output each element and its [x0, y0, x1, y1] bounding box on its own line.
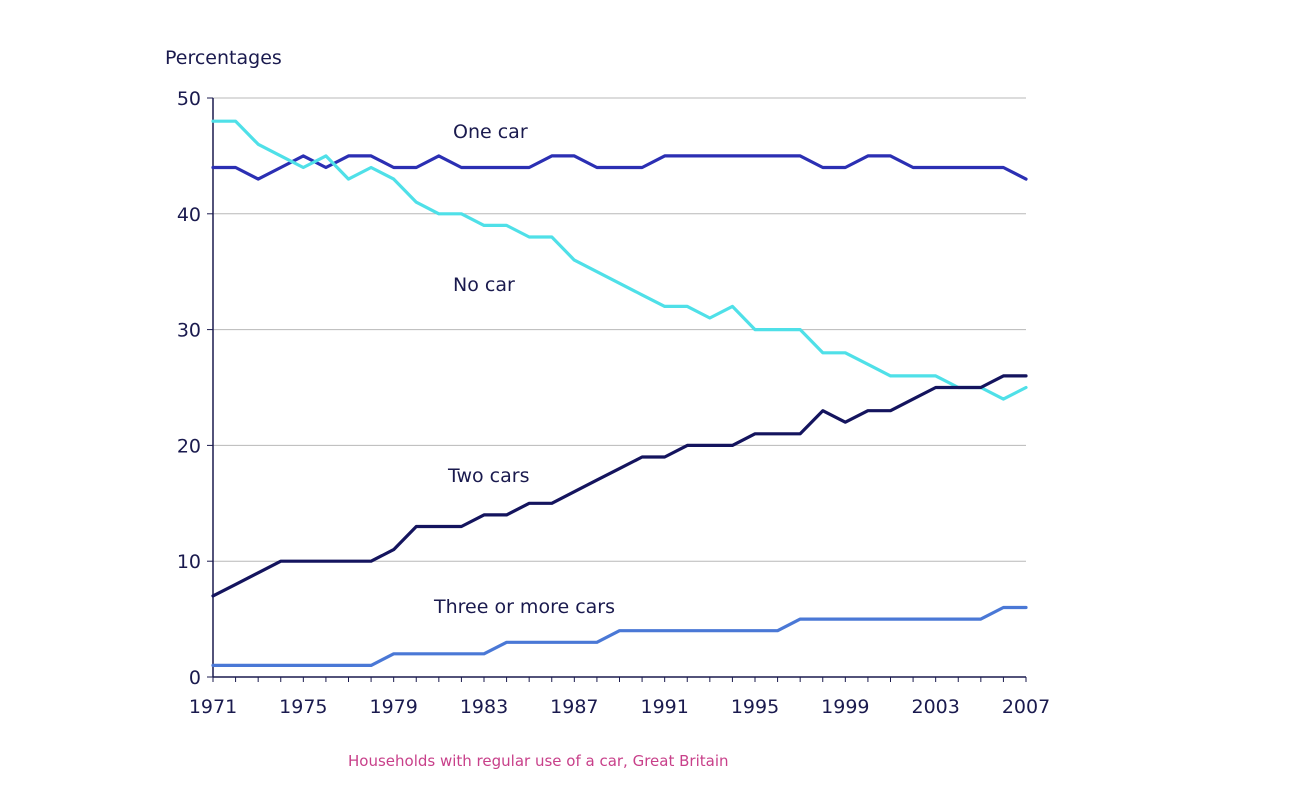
series-line-no-car [211, 119, 1028, 401]
y-tick-label: 10 [177, 551, 201, 573]
series-label-no-car: No car [453, 274, 515, 296]
x-tick-label: 1999 [821, 696, 869, 718]
x-tick-label: 1983 [460, 696, 508, 718]
x-tick-label: 1979 [369, 696, 417, 718]
y-tick-label: 30 [177, 320, 201, 342]
x-tick-label: 1995 [731, 696, 779, 718]
series-label-one-car: One car [453, 121, 528, 143]
axes [212, 98, 1026, 678]
x-axis-ticks: 1971 1975 1979 1983 1987 1991 1995 1999 2003 2007 [189, 677, 1050, 718]
chart-caption: Households with regular use of a car, Gr… [348, 752, 729, 770]
series-line-three-or-more-cars [211, 605, 1028, 668]
series-label-three-or-more-cars: Three or more cars [433, 596, 615, 618]
series-line-one-car [211, 154, 1028, 181]
x-tick-label: 1971 [189, 696, 237, 718]
x-tick-label: 2003 [911, 696, 959, 718]
series-line-two-cars [211, 374, 1028, 598]
x-tick-label: 1991 [640, 696, 688, 718]
grid-lines [213, 97, 1026, 562]
y-axis-ticks: 0 10 20 30 40 50 [177, 88, 213, 689]
y-tick-label: 20 [177, 435, 201, 457]
y-tick-label: 40 [177, 204, 201, 226]
y-axis-title: Percentages [165, 47, 282, 69]
series-lines [211, 119, 1028, 668]
x-tick-label: 1987 [550, 696, 598, 718]
series-label-two-cars: Two cars [447, 465, 529, 487]
x-tick-label: 1975 [279, 696, 327, 718]
y-tick-label: 0 [189, 667, 201, 689]
y-tick-label: 50 [177, 88, 201, 110]
x-tick-label: 2007 [1002, 696, 1050, 718]
